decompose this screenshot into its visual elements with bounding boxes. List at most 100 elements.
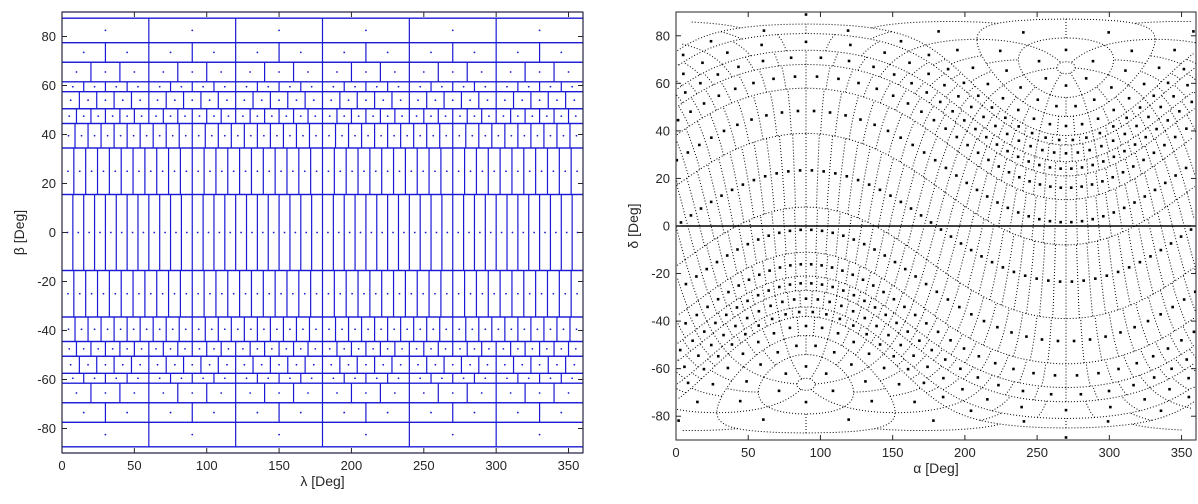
cell-center-point — [545, 115, 548, 118]
cell-center-point — [363, 170, 365, 173]
cell-edge — [937, 325, 950, 347]
cell-center-point — [1143, 398, 1146, 401]
cell-center-point — [770, 317, 774, 321]
cell-edge — [889, 332, 900, 347]
cell-center-point — [509, 71, 512, 73]
cell-center-point — [256, 411, 259, 414]
cell-center-point — [1146, 319, 1150, 323]
cell-center-point — [419, 85, 422, 88]
cell-edge — [727, 316, 1195, 429]
cell-edge — [765, 138, 775, 212]
cell-center-point — [244, 170, 247, 173]
cell-center-point — [862, 242, 866, 246]
cell-center-point — [935, 290, 939, 294]
cell-edge — [847, 142, 859, 215]
cell-center-point — [106, 134, 109, 137]
cell-edge — [1022, 86, 1036, 103]
cell-center-point — [175, 231, 177, 234]
cell-edge — [1107, 237, 1119, 310]
cell-center-point — [1143, 195, 1147, 198]
x-tick-label: 200 — [954, 445, 976, 460]
cell-center-point — [562, 328, 565, 331]
cell-center-point — [527, 377, 530, 380]
cell-edge — [771, 211, 777, 257]
cell-center-point — [1055, 104, 1058, 108]
cell-edge — [1117, 381, 1128, 396]
cell-center-point — [245, 85, 248, 88]
y-tick-label: 40 — [42, 127, 56, 142]
cell-center-point — [386, 115, 389, 118]
cell-center-point — [489, 231, 492, 234]
cell-edge — [702, 72, 714, 86]
cell-center-point — [699, 81, 702, 85]
cell-edge — [707, 358, 716, 367]
cell-center-point — [716, 354, 720, 358]
cell-center-point — [1080, 166, 1084, 169]
cell-center-point — [213, 115, 215, 118]
cell-center-point — [946, 67, 950, 71]
cell-center-point — [820, 264, 823, 267]
cell-edge — [691, 387, 722, 397]
cell-center-point — [761, 59, 765, 63]
cell-center-point — [522, 231, 525, 234]
cell-edge — [751, 265, 758, 289]
cell-center-point — [268, 292, 271, 295]
cell-center-point — [424, 231, 427, 234]
cell-center-point — [911, 143, 914, 147]
cell-center-point — [169, 411, 172, 414]
cell-center-point — [285, 347, 288, 350]
cell-center-point — [444, 115, 447, 118]
cell-center-point — [471, 328, 474, 331]
cell-center-point — [1101, 180, 1104, 183]
cell-center-point — [82, 411, 85, 414]
cell-center-point — [256, 292, 259, 295]
cell-center-point — [294, 231, 297, 234]
cell-center-point — [997, 383, 1000, 387]
cell-edge — [741, 146, 755, 219]
y-tick-label: -40 — [37, 323, 56, 338]
cell-center-point — [762, 29, 766, 32]
cell-edge — [1081, 94, 1089, 113]
cell-edge — [946, 400, 964, 408]
cell-edge — [675, 387, 686, 394]
cell-edge — [1013, 237, 1025, 310]
cell-center-point — [810, 228, 813, 232]
cell-edge — [962, 366, 974, 380]
cell-center-point — [956, 48, 959, 52]
cell-center-point — [473, 347, 476, 350]
cell-center-point — [393, 392, 396, 394]
cell-center-point — [430, 51, 432, 54]
cell-center-point — [938, 100, 942, 104]
cell-center-point — [185, 292, 188, 295]
cell-center-point — [1032, 371, 1035, 375]
cell-edge — [716, 406, 768, 414]
cell-center-point — [347, 363, 350, 366]
cell-center-point — [683, 365, 686, 369]
cell-center-point — [278, 433, 280, 436]
cell-edge — [1105, 192, 1112, 237]
cell-center-point — [149, 292, 152, 295]
y-tick-label: 20 — [42, 176, 56, 191]
cell-center-point — [444, 347, 447, 350]
cell-edge — [1011, 163, 1018, 187]
cell-center-point — [139, 99, 142, 102]
cell-center-point — [969, 409, 973, 413]
cell-center-point — [126, 51, 129, 54]
cell-center-point — [684, 322, 687, 325]
cell-edge — [1010, 129, 1017, 146]
cell-center-point — [804, 297, 808, 300]
cell-edge — [1166, 205, 1186, 275]
cell-center-point — [1027, 160, 1031, 163]
cell-center-point — [1005, 132, 1009, 136]
cell-center-point — [278, 392, 280, 394]
cell-edge — [694, 329, 703, 343]
cell-center-point — [763, 175, 767, 178]
x-tick-label: 0 — [672, 445, 679, 460]
cell-edge — [957, 130, 968, 152]
cell-center-point — [299, 115, 302, 118]
cell-center-point — [733, 87, 737, 91]
cell-edge — [697, 300, 708, 322]
x-tick-label: 250 — [1026, 445, 1048, 460]
cell-center-point — [267, 377, 270, 380]
cell-edge — [1070, 44, 1105, 64]
